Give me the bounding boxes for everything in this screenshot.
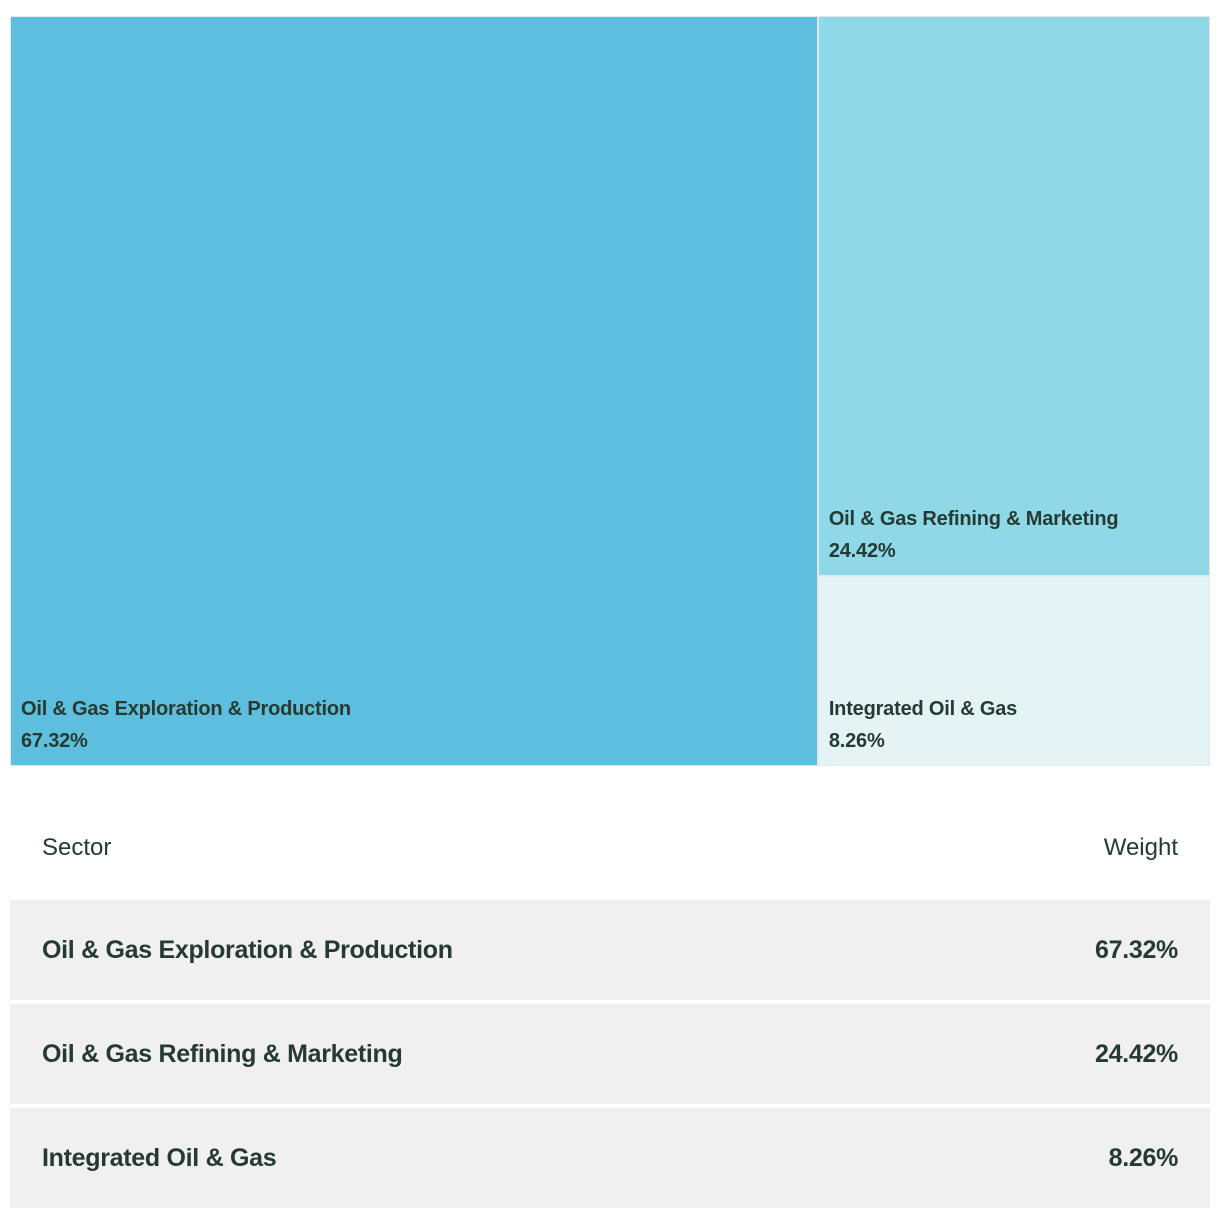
treemap-tile-integrated-oil-gas[interactable]: Integrated Oil & Gas 8.26% xyxy=(817,576,1210,766)
table-row: Integrated Oil & Gas 8.26% xyxy=(10,1108,1210,1208)
tile-weight: 8.26% xyxy=(828,729,885,752)
tile-weight: 67.32% xyxy=(21,730,88,752)
tile-sector-name: Integrated Oil & Gas xyxy=(828,697,1018,720)
table-row: Oil & Gas Refining & Marketing 24.42% xyxy=(10,1004,1210,1104)
tile-weight: 24.42% xyxy=(828,540,896,563)
row-weight: 8.26% xyxy=(1108,1143,1179,1172)
row-weight: 67.32% xyxy=(1095,935,1178,964)
table-row: Oil & Gas Exploration & Production 67.32… xyxy=(10,900,1210,1000)
treemap-tile-exploration-production[interactable]: Oil & Gas Exploration & Production 67.32… xyxy=(10,16,818,766)
treemap-tile-refining-marketing[interactable]: Oil & Gas Refining & Marketing 24.42% xyxy=(817,16,1210,577)
tile-sector-name: Oil & Gas Exploration & Production xyxy=(21,698,351,720)
sector-treemap: Oil & Gas Exploration & Production 67.32… xyxy=(10,16,1210,766)
row-sector: Oil & Gas Exploration & Production xyxy=(42,935,453,964)
tile-label: Oil & Gas Refining & Marketing 24.42% xyxy=(829,503,1119,567)
row-sector: Integrated Oil & Gas xyxy=(42,1143,277,1172)
table-header: Sector Weight xyxy=(10,796,1210,900)
sector-weight-table: Sector Weight Oil & Gas Exploration & Pr… xyxy=(10,796,1210,1212)
tile-label: Integrated Oil & Gas 8.26% xyxy=(829,693,1017,757)
tile-label: Oil & Gas Exploration & Production 67.32… xyxy=(21,693,351,757)
row-sector: Oil & Gas Refining & Marketing xyxy=(42,1039,403,1068)
weight-column-header: Weight xyxy=(1103,834,1178,861)
sector-column-header: Sector xyxy=(42,834,112,861)
tile-sector-name: Oil & Gas Refining & Marketing xyxy=(828,508,1119,531)
row-weight: 24.42% xyxy=(1095,1039,1178,1068)
